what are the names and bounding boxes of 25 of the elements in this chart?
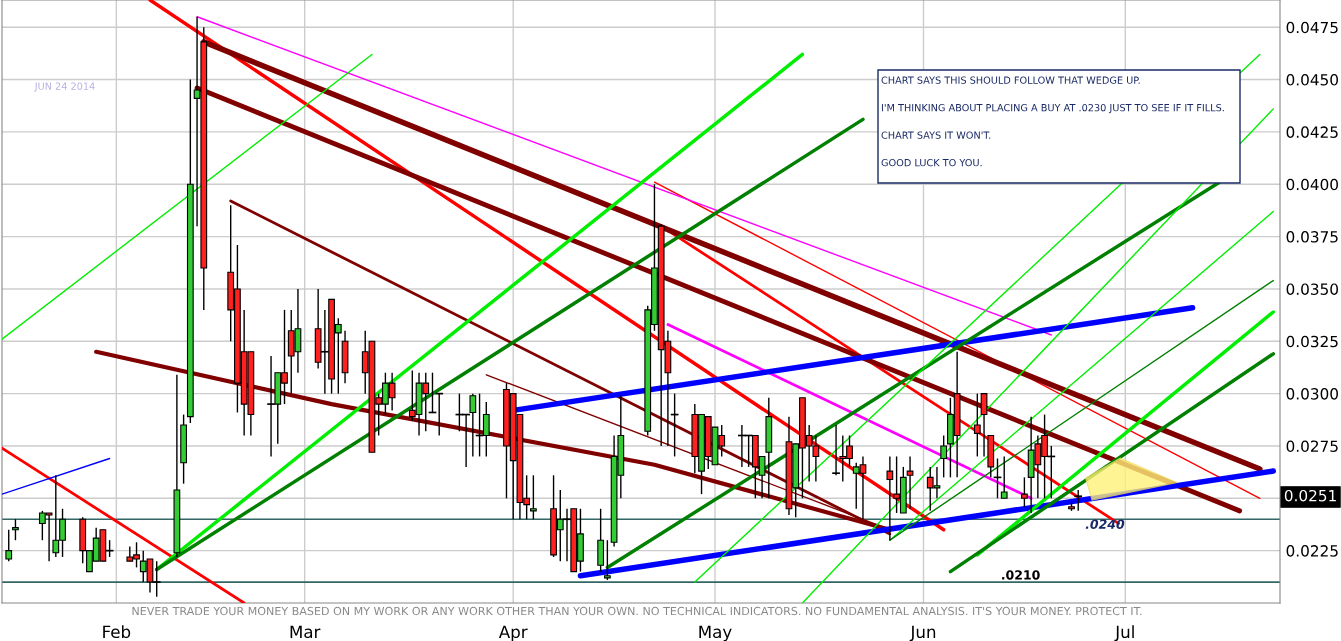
y-tick-label: 0.0425 <box>1286 126 1338 138</box>
annotation: GOOD LUCK TO YOU. <box>881 158 982 167</box>
text: JUN 24 2014 <box>34 82 95 92</box>
x-tick-label: May <box>699 625 732 641</box>
text: NEVER TRADE YOUR MONEY BASED ON MY WORK OR ANY WORK OTHER THAN YOUR OWN. NO TECHNICAL INDICATORS. NO FUNDAMENTAL ANALYSIS. IT'S YOUR MONEY. PROTECT IT. <box>132 606 1142 616</box>
annotation: CHART SAYS IT WON'T. <box>881 131 991 139</box>
y-tick-label: 0.0475 <box>1286 21 1338 34</box>
y-tick-label: 0.0400 <box>1286 178 1338 191</box>
x-tick-label: Feb <box>103 625 131 639</box>
y-tick-label: 0.0225 <box>1286 545 1338 557</box>
y-tick-label: 0.0450 <box>1286 74 1338 86</box>
x-tick-label: Apr <box>498 625 528 641</box>
y-tick-label: 0.0275 <box>1286 440 1338 452</box>
y-tick-label: 0.0300 <box>1286 388 1338 400</box>
y-tick-label: 0.0375 <box>1286 231 1338 243</box>
ref-line-label: .0240 <box>1085 519 1125 529</box>
annotation: I'M THINKING ABOUT PLACING A BUY AT .0230 JUST TO SEE IF IT FILLS. <box>881 103 1224 114</box>
x-tick-label: Mar <box>290 625 321 639</box>
ref-line-label: .0210 <box>1002 570 1040 580</box>
y-tick-label: 0.0325 <box>1286 335 1338 348</box>
text: 0.0251 <box>1284 489 1336 502</box>
y-tick-label: 0.0350 <box>1286 283 1338 295</box>
annotation: CHART SAYS THIS SHOULD FOLLOW THAT WEDGE UP. <box>881 76 1140 84</box>
x-tick-label: Jun <box>909 625 936 641</box>
x-tick-label: Jul <box>1114 625 1134 641</box>
